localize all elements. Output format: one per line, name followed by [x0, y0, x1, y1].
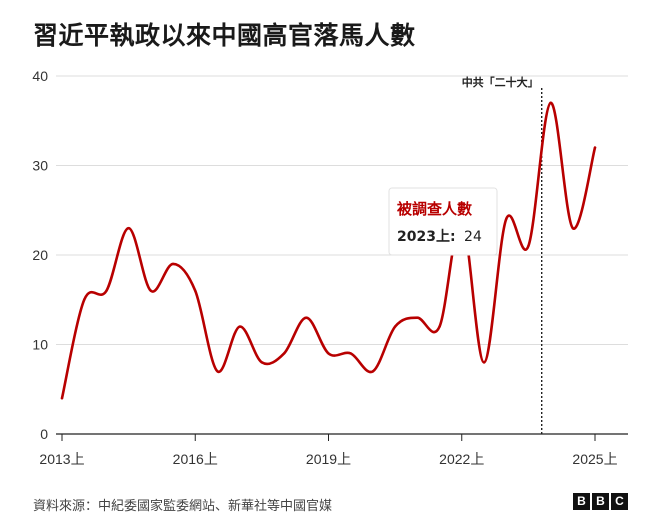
data-point-2024下	[571, 226, 574, 230]
y-axis-ticks: 0 10 20 30 40	[32, 68, 48, 442]
x-tick-label-0: 2013上	[39, 451, 84, 467]
data-point-2021下	[438, 325, 441, 328]
x-tick-label-24: 2025上	[572, 451, 617, 467]
data-point-2017下	[260, 361, 264, 364]
chart-title: 習近平執政以來中國高官落馬人數	[33, 21, 416, 50]
y-tick-label-40: 40	[32, 68, 48, 84]
data-point-2014上	[105, 289, 108, 292]
data-point-2016下	[216, 370, 219, 373]
data-point-2024上	[549, 101, 552, 105]
data-point-2022下	[482, 361, 486, 364]
annotation-label: 中共「二十大」	[462, 75, 539, 89]
tooltip-box	[388, 187, 498, 256]
data-point-2013上	[60, 397, 64, 400]
data-point-2023上	[504, 218, 508, 221]
data-point-2018上	[282, 352, 286, 355]
x-tick-label-18: 2022上	[439, 451, 484, 467]
y-tick-label-30: 30	[32, 158, 48, 174]
data-point-2020上	[371, 370, 375, 373]
x-axis: 2013上 2016上 2019上 2022上 2025上	[39, 434, 618, 467]
x-tick-label-12: 2019上	[306, 451, 351, 467]
source-note: 資料來源：中紀委國家監委網站、新華社等中國官媒	[33, 499, 333, 514]
data-point-2019下	[349, 352, 352, 355]
data-point-2013下	[83, 298, 86, 301]
logo-letter-b2: B	[592, 493, 609, 510]
tooltip: 被調查人數 2023上: 24	[388, 187, 498, 256]
x-tick-label-6: 2016上	[173, 451, 218, 467]
data-point-2014下	[127, 226, 130, 230]
data-point-2018下	[305, 316, 308, 319]
data-point-2015上	[149, 289, 153, 292]
bbc-logo: B B C	[573, 493, 628, 510]
y-tick-label-10: 10	[32, 337, 48, 353]
logo-letter-b1: B	[573, 493, 590, 510]
data-point-2017上	[238, 325, 241, 328]
data-point-2023下	[527, 244, 530, 248]
svg-text:2023上: 24: 2023上: 24	[397, 229, 482, 245]
data-point-2015下	[171, 262, 175, 266]
data-point-2019上	[327, 352, 330, 355]
data-point-2021上	[416, 316, 419, 319]
y-tick-label-20: 20	[32, 247, 48, 263]
data-point-2025上	[593, 146, 597, 149]
tooltip-value: 24	[464, 229, 482, 245]
tooltip-title: 被調查人數	[397, 200, 472, 218]
data-point-2020下	[393, 325, 397, 328]
gridlines	[56, 75, 628, 435]
y-tick-label-0: 0	[40, 426, 48, 442]
tooltip-period: 2023上:	[397, 229, 456, 245]
logo-letter-c: C	[611, 493, 628, 510]
data-point-2016上	[194, 289, 197, 292]
